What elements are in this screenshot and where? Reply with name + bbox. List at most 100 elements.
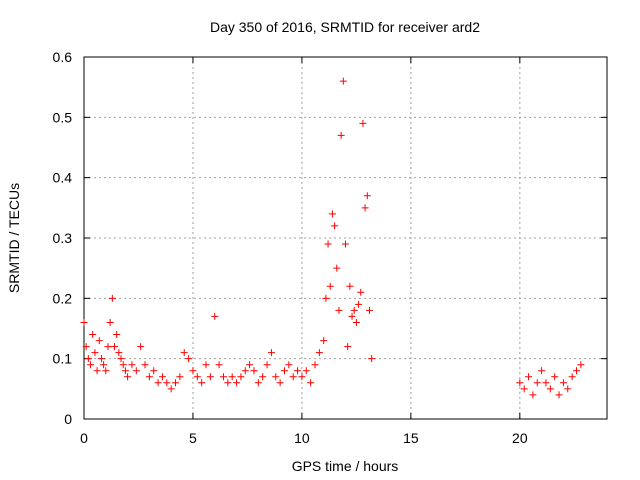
data-point	[206, 373, 214, 381]
data-point	[324, 240, 332, 248]
data-point	[154, 379, 162, 387]
data-point	[348, 312, 356, 320]
data-point	[87, 361, 95, 369]
data-point	[106, 318, 114, 326]
data-point	[228, 373, 236, 381]
x-tick-label: 15	[403, 430, 419, 446]
data-point	[176, 373, 184, 381]
data-point	[111, 343, 119, 351]
data-point	[250, 367, 258, 375]
data-point	[124, 373, 132, 381]
data-point	[289, 373, 297, 381]
y-tick-label: 0.3	[53, 230, 73, 246]
data-point	[158, 373, 166, 381]
data-point	[172, 379, 180, 387]
data-point	[342, 240, 349, 248]
data-point	[119, 361, 127, 369]
data-point	[132, 367, 140, 375]
data-point	[100, 361, 108, 369]
data-point	[350, 306, 358, 314]
data-point	[189, 367, 197, 375]
data-point	[355, 300, 363, 308]
y-tick-label: 0.2	[53, 290, 73, 306]
data-point	[150, 367, 158, 375]
data-point	[272, 373, 280, 381]
data-point	[198, 379, 206, 387]
y-tick-label: 0.1	[53, 351, 73, 367]
x-tick-label: 0	[80, 430, 88, 446]
data-point	[302, 367, 310, 375]
data-point	[80, 318, 88, 326]
data-point	[346, 282, 354, 290]
data-point	[84, 355, 92, 363]
data-point	[363, 192, 371, 200]
data-point	[167, 385, 175, 393]
data-point	[337, 131, 345, 139]
data-point	[193, 373, 201, 381]
data-point	[546, 385, 554, 393]
data-point	[320, 337, 328, 345]
data-point	[280, 367, 288, 375]
data-point	[89, 331, 97, 339]
data-point	[538, 367, 546, 375]
data-point	[344, 343, 352, 351]
data-point	[117, 355, 125, 363]
data-point	[267, 349, 275, 357]
data-point	[572, 367, 580, 375]
data-point	[215, 361, 223, 369]
y-tick-label: 0.6	[53, 49, 73, 65]
data-point	[315, 349, 323, 357]
data-point	[104, 343, 112, 351]
data-point	[115, 349, 123, 357]
data-point	[298, 373, 306, 381]
data-point	[359, 119, 367, 127]
data-point	[202, 361, 210, 369]
data-point	[328, 210, 336, 218]
data-point	[276, 379, 284, 387]
y-tick-label: 0.4	[53, 170, 73, 186]
data-point	[307, 379, 315, 387]
data-point	[246, 361, 254, 369]
data-point	[91, 349, 99, 357]
data-point	[219, 373, 227, 381]
data-point	[113, 331, 121, 339]
y-tick-label: 0	[64, 411, 72, 427]
data-point	[525, 373, 533, 381]
x-tick-label: 20	[512, 430, 528, 446]
data-point	[137, 343, 145, 351]
axis-ticks: 0 5 10 15 20 0 0.1 0.2 0.3 0.4 0.5 0.6	[53, 49, 607, 446]
data-point	[93, 367, 101, 375]
data-point	[108, 294, 116, 302]
data-point	[97, 355, 105, 363]
data-point	[335, 306, 343, 314]
data-point	[311, 361, 319, 369]
data-point	[241, 367, 249, 375]
data-point	[237, 373, 245, 381]
data-point	[254, 379, 262, 387]
data-point	[185, 355, 193, 363]
x-tick-label: 5	[189, 430, 197, 446]
x-tick-label: 10	[294, 430, 310, 446]
data-point	[577, 361, 585, 369]
data-points	[80, 77, 585, 399]
grid	[84, 57, 607, 419]
data-point	[331, 222, 339, 230]
data-point	[516, 379, 524, 387]
data-point	[233, 379, 241, 387]
data-point	[529, 391, 537, 399]
data-point	[211, 312, 219, 320]
data-point	[555, 391, 563, 399]
data-point	[533, 379, 541, 387]
data-point	[551, 373, 559, 381]
data-point	[121, 367, 129, 375]
data-point	[141, 361, 149, 369]
data-point	[263, 361, 271, 369]
data-point	[361, 204, 369, 212]
data-point	[145, 373, 153, 381]
data-point	[352, 318, 360, 326]
data-point	[368, 355, 376, 363]
data-point	[322, 294, 330, 302]
data-point	[520, 385, 528, 393]
x-axis-label: GPS time / hours	[292, 458, 399, 474]
